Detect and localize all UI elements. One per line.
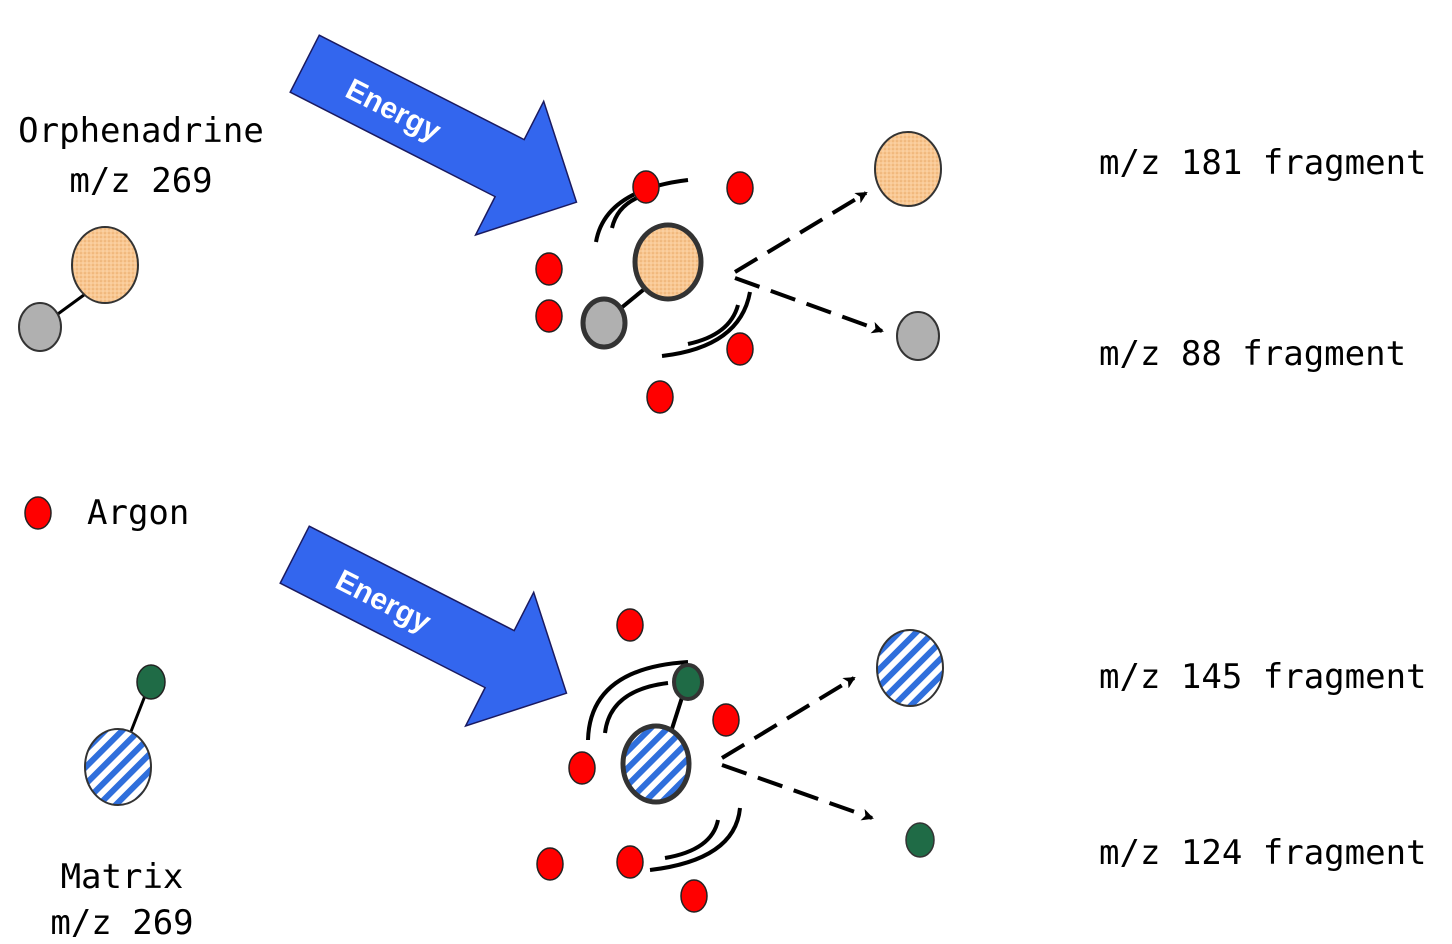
fragmentation-arrow [733,191,868,274]
matrix-small-group [136,664,166,700]
fragment-small-top [896,311,940,361]
fragment-label-181: m/z 181 fragment [1099,143,1427,183]
argon-atom [536,847,564,881]
argon-atom [726,171,754,205]
orphenadrine-name-label: Orphenadrine [18,111,264,151]
fragmentation-arrow [734,276,884,334]
argon-legend-label: Argon [87,493,190,533]
matrix-large-group [84,728,152,806]
precursor-large-top [632,222,704,302]
matrix-molecule [84,664,166,806]
orphenadrine-small-group [18,302,62,352]
fragment-small-bottom [905,822,935,858]
fragment-large-bottom [876,629,944,707]
argon-legend-icon [24,496,52,530]
argon-atom [680,879,708,913]
precursor-large-bottom [620,723,692,805]
fragment-label-124: m/z 124 fragment [1099,833,1427,873]
collision-scene-top [535,131,942,414]
fragmentation-arrow [721,763,874,821]
argon-atom [616,845,644,879]
fragment-large-top [874,131,942,207]
orphenadrine-molecule [18,226,139,352]
matrix-mz-label: m/z 269 [50,903,194,943]
argon-atom [712,703,740,737]
fragmentation-arrow [720,676,856,760]
collision-scene-bottom [536,608,944,913]
argon-atom [535,299,563,333]
argon-atom [646,380,674,414]
precursor-small-bottom [672,663,704,701]
fragment-label-88: m/z 88 fragment [1099,334,1407,374]
argon-atom [535,252,563,286]
energy-arrow-top: Energy [289,34,578,237]
argon-atom [616,608,644,642]
matrix-name-label: Matrix [60,857,184,897]
precursor-small-top [580,296,628,350]
argon-atom [568,751,596,785]
argon-atom [632,170,660,204]
energy-arrow-bottom: Energy [279,525,568,728]
orphenadrine-mz-label: m/z 269 [69,161,213,201]
argon-atom [726,332,754,366]
fragment-label-145: m/z 145 fragment [1099,657,1427,697]
orphenadrine-large-group [71,226,139,304]
